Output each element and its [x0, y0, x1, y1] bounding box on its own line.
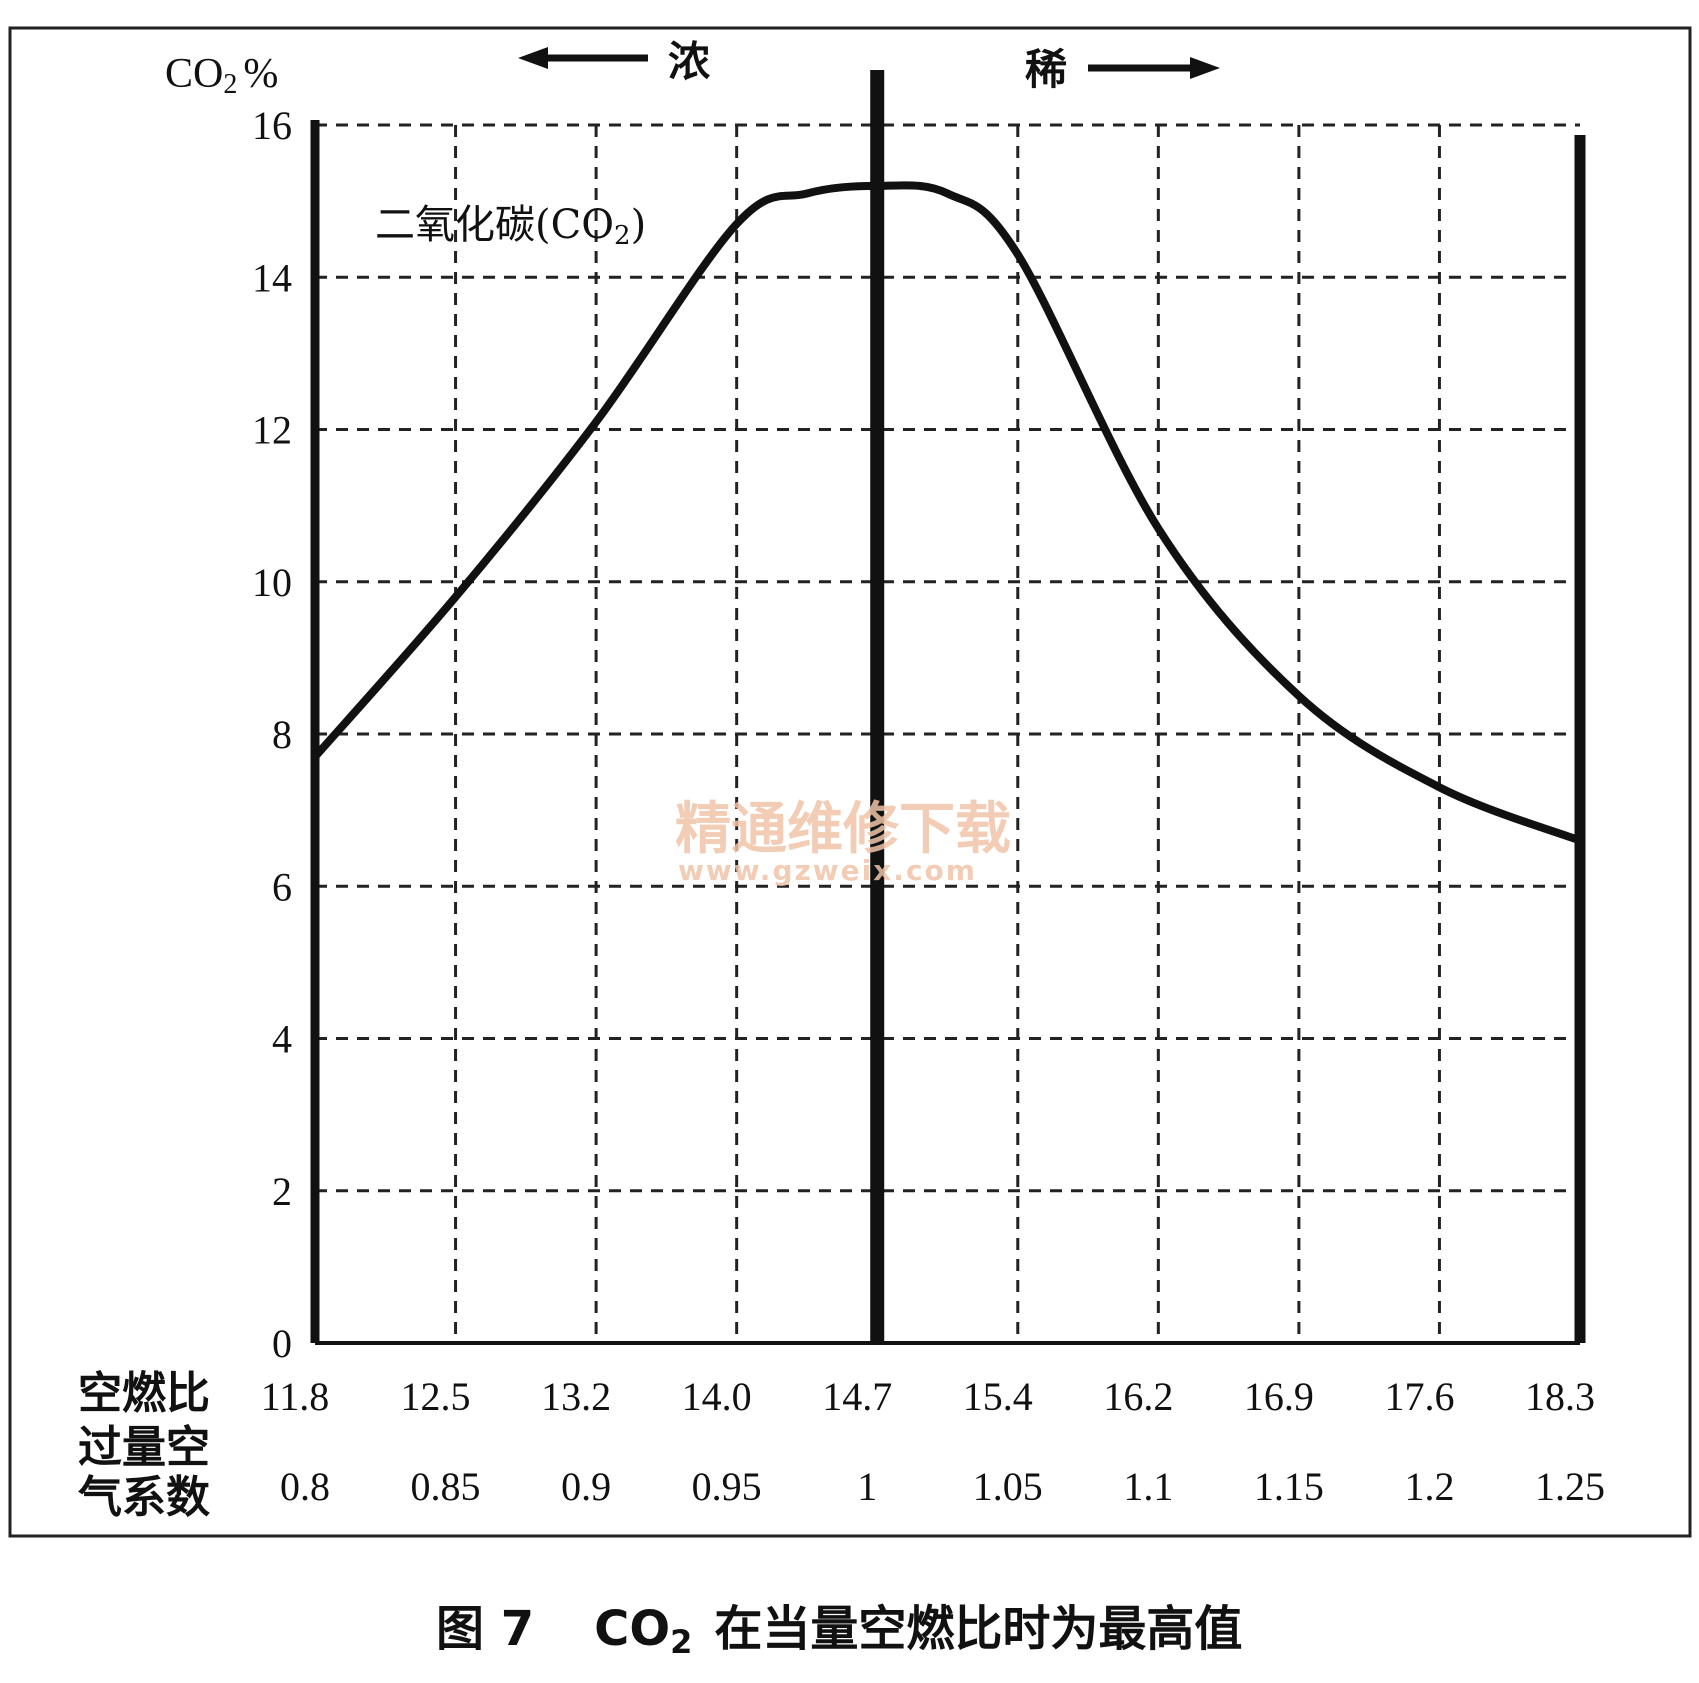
- x-tick-label-afr: 11.8: [261, 1374, 330, 1419]
- x-tick-label-lambda: 0.8: [280, 1464, 330, 1509]
- series-label: 二氧化碳(CO2): [375, 202, 646, 251]
- chart-frame: [8, 26, 1692, 1538]
- x-tick-label-lambda: 1.2: [1404, 1464, 1454, 1509]
- x-tick-label-afr: 16.2: [1103, 1374, 1173, 1419]
- watermark: 精通维修下载 www.gzweix.com: [675, 797, 1011, 887]
- x-tick-label-afr: 14.7: [822, 1374, 892, 1419]
- x-tick-label-lambda: 1: [857, 1464, 877, 1509]
- series-line-co2: [311, 181, 1584, 845]
- series: [311, 181, 1584, 845]
- x-tick-label-lambda: 1.05: [973, 1464, 1043, 1509]
- x-tick-label-lambda: 0.9: [561, 1464, 611, 1509]
- watermark-cn: 精通维修下载: [675, 797, 1011, 862]
- axes: [310, 70, 1586, 1345]
- x-tick-label-lambda: 0.85: [411, 1464, 481, 1509]
- x-tick-label-afr: 17.6: [1384, 1374, 1454, 1419]
- lean-label: 稀: [1025, 45, 1067, 94]
- x-tick-label-afr: 15.4: [963, 1374, 1033, 1419]
- figure-caption: 图 7 CO2 在当量空燃比时为最高值: [436, 1601, 1242, 1661]
- x-tick-label-afr: 18.3: [1525, 1374, 1595, 1419]
- lambda-row-label-line2: 气系数: [78, 1472, 210, 1523]
- rich-arrow-head: [518, 47, 548, 69]
- lean-arrow-head: [1190, 57, 1220, 79]
- y-tick-label: 4: [272, 1017, 292, 1062]
- y-axis-label: CO2%: [165, 51, 278, 100]
- y-tick-label: 12: [252, 408, 292, 453]
- y-tick-label: 2: [272, 1169, 292, 1214]
- y-tick-label: 10: [252, 560, 292, 605]
- watermark-url: www.gzweix.com: [678, 854, 977, 887]
- afr-row-label: 空燃比: [78, 1368, 210, 1419]
- lambda-row-label-line1: 过量空: [78, 1422, 210, 1473]
- rich-direction: 浓: [518, 37, 711, 86]
- y-tick-label: 14: [252, 255, 292, 300]
- y-tick-label: 6: [272, 864, 292, 909]
- grid: [315, 123, 1580, 1343]
- rich-label: 浓: [668, 37, 711, 86]
- labels: 0 2 4 6 8 10 12 14 16 11.8 12.5 13.2 14.0 14.7 15.4 16.…: [252, 103, 1605, 1509]
- x-tick-label-afr: 12.5: [401, 1374, 471, 1419]
- y-tick-label: 8: [272, 712, 292, 757]
- x-tick-label-afr: 13.2: [541, 1374, 611, 1419]
- x-tick-label-afr: 14.0: [682, 1374, 752, 1419]
- x-tick-label-lambda: 1.1: [1123, 1464, 1173, 1509]
- y-tick-label: 16: [252, 103, 292, 148]
- y-tick-label: 0: [272, 1321, 292, 1366]
- lean-direction: 稀: [1025, 45, 1220, 94]
- x-tick-label-afr: 16.9: [1244, 1374, 1314, 1419]
- x-tick-label-lambda: 0.95: [692, 1464, 762, 1509]
- x-tick-label-lambda: 1.15: [1254, 1464, 1324, 1509]
- x-tick-label-lambda: 1.25: [1535, 1464, 1605, 1509]
